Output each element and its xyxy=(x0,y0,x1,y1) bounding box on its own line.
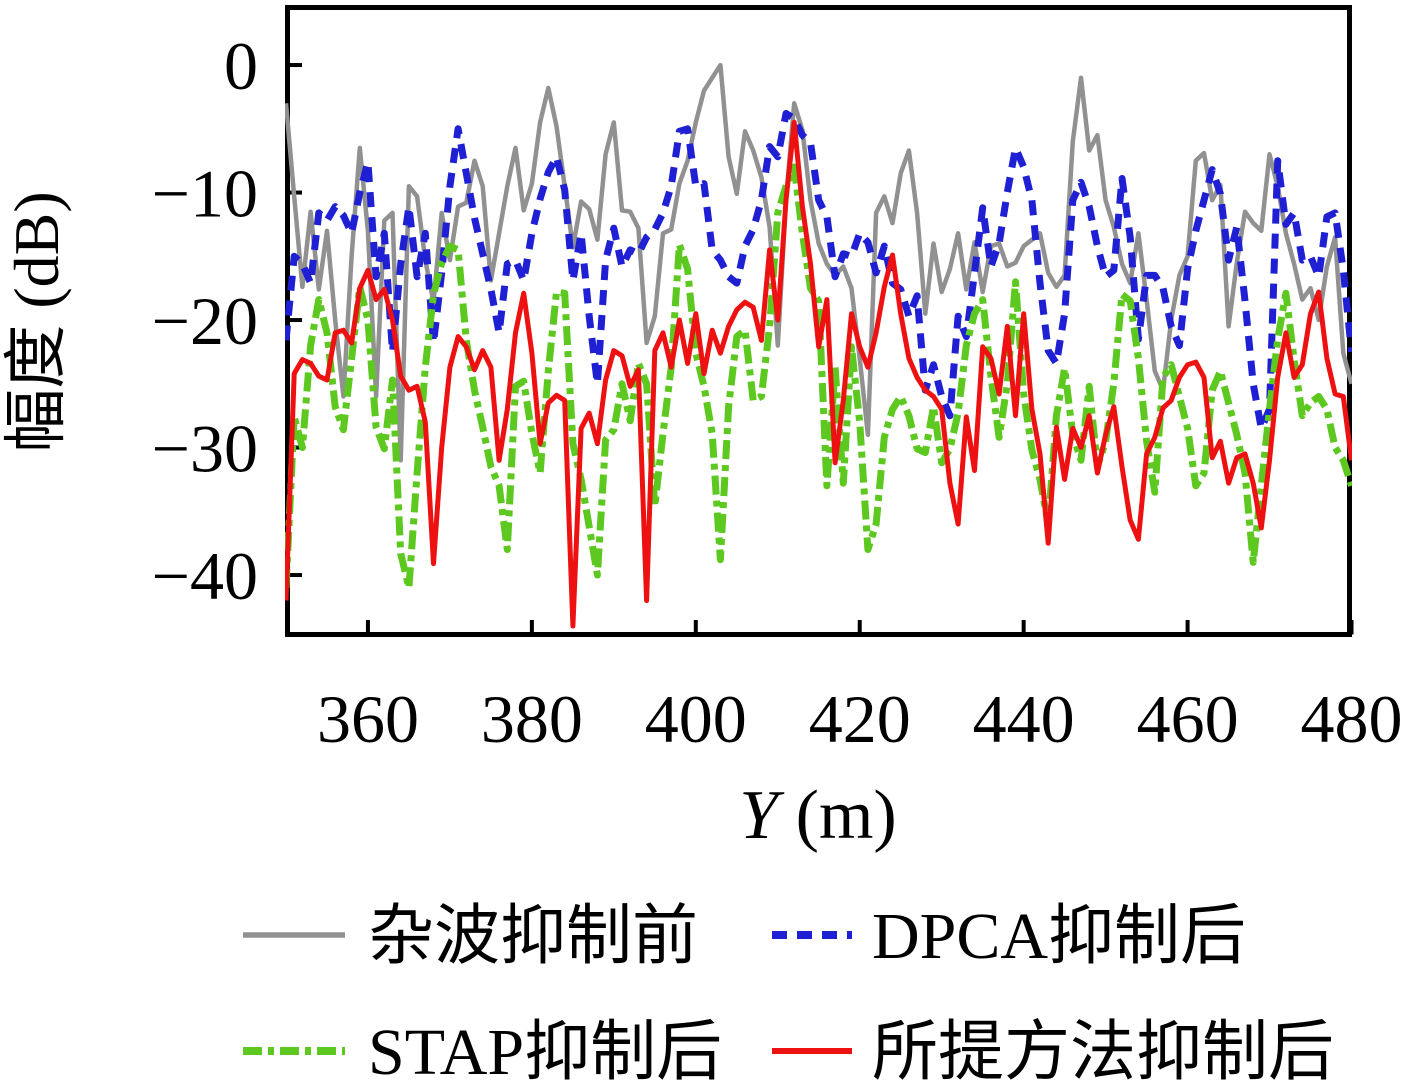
x-tick-label: 480 xyxy=(1301,681,1403,757)
x-tick-label: 400 xyxy=(645,681,747,757)
x-axis-label-unit: (m) xyxy=(778,777,897,854)
series-line-2 xyxy=(285,163,1352,592)
series-lines xyxy=(285,62,1352,629)
legend-label-3: 所提方法抑制后 xyxy=(872,1016,1334,1089)
series-line-0 xyxy=(285,62,1352,463)
x-tick-label: 380 xyxy=(481,681,583,757)
legend-label-0: 杂波抑制前 xyxy=(368,900,698,973)
x-tick-label: 460 xyxy=(1137,681,1239,757)
legend-label-1: DPCA抑制后 xyxy=(872,900,1246,973)
series-line-3 xyxy=(285,119,1352,629)
legend-label-2: STAP抑制后 xyxy=(368,1016,722,1089)
y-tick-label: −20 xyxy=(152,283,258,359)
x-tick-label: 420 xyxy=(809,681,911,757)
x-tick-label: 440 xyxy=(973,681,1075,757)
y-tick-label: −10 xyxy=(152,156,258,232)
axis-tick-labels: 360 380 400 420 440 460 480 0 −10 −20 −30 −40 xyxy=(152,28,1403,757)
y-tick-label: −30 xyxy=(152,411,258,487)
series-line-1 xyxy=(285,110,1352,432)
y-tick-label: 0 xyxy=(224,28,258,104)
y-tick-label: −40 xyxy=(152,538,258,614)
x-axis-label: Y (m) xyxy=(739,777,897,854)
x-tick-label: 360 xyxy=(317,681,419,757)
x-axis-label-symbol: Y xyxy=(739,777,785,854)
y-axis-label: 幅度 (dB) xyxy=(1,191,72,452)
legend: 杂波抑制前 DPCA抑制后 STAP抑制后 所提方法抑制后 xyxy=(243,900,1334,1089)
